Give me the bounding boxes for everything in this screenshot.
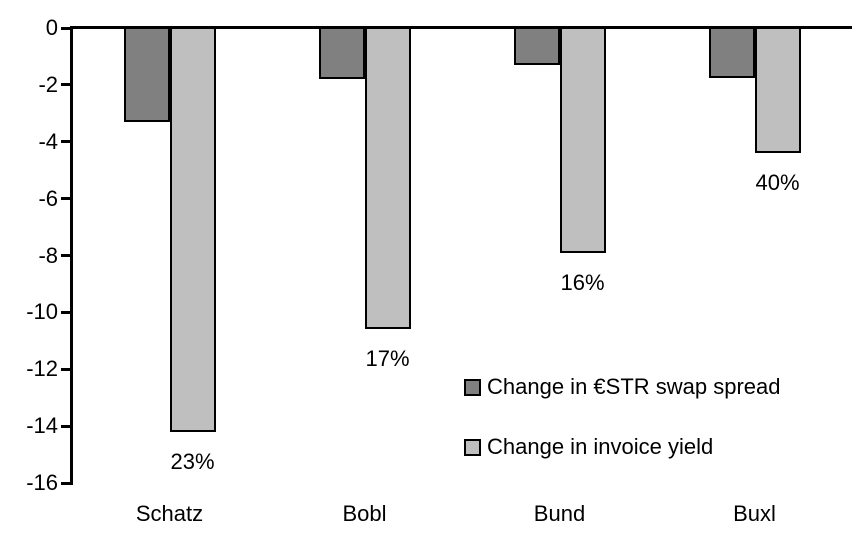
- y-tick-label: 0: [45, 15, 58, 40]
- y-tick-label: -2: [38, 71, 58, 97]
- y-tick-label: -10: [26, 299, 58, 325]
- y-tick-label: -6: [38, 185, 58, 211]
- bar-change-in-invoice-yield-bobl: [364, 26, 411, 330]
- x-tick-label-bund: Bund: [533, 501, 586, 526]
- value-label-buxl: 40%: [755, 170, 800, 196]
- x-tick-label-buxl: Buxl: [733, 501, 776, 526]
- legend-label-invoice-yield: Change in invoice yield: [487, 434, 714, 459]
- bar-change-in-invoice-yield-buxl: [754, 26, 801, 154]
- bar-change-in-invoice-yield-bund: [559, 26, 606, 253]
- y-tick-mark: [61, 254, 70, 257]
- x-tick-label-bobl: Bobl: [342, 501, 387, 526]
- y-tick-mark: [61, 140, 70, 144]
- x-tick-label-schatz: Schatz: [135, 501, 204, 526]
- y-tick-mark: [61, 83, 70, 87]
- value-label-bund: 16%: [560, 269, 605, 295]
- bar-change-in-invoice-yield-schatz: [169, 26, 216, 432]
- chart-legend: Change in €STR swap spread Change in inv…: [464, 374, 781, 494]
- y-tick-mark: [61, 197, 70, 201]
- x-axis-zero-line: [70, 26, 852, 29]
- legend-swatch-invoice-yield: [464, 438, 481, 456]
- y-axis: [70, 26, 73, 485]
- bar-change-in-str-swap-spread-buxl: [708, 26, 755, 78]
- y-tick-label: -8: [38, 242, 58, 268]
- y-tick-label: -4: [38, 128, 58, 154]
- value-label-bobl: 17%: [365, 346, 410, 372]
- value-label-schatz: 23%: [170, 448, 215, 474]
- y-tick-mark: [61, 26, 70, 30]
- y-tick-mark: [61, 481, 70, 485]
- legend-item-invoice-yield: Change in invoice yield: [464, 434, 781, 460]
- y-tick-label: -12: [26, 356, 58, 382]
- legend-item-swap-spread: Change in €STR swap spread: [464, 374, 781, 400]
- bar-change-in-str-swap-spread-schatz: [123, 26, 170, 122]
- bar-change-in-str-swap-spread-bobl: [318, 26, 365, 80]
- legend-label-swap-spread: Change in €STR swap spread: [487, 374, 781, 399]
- y-tick-label: -16: [26, 470, 58, 495]
- y-tick-mark: [61, 424, 70, 428]
- y-tick-mark: [61, 367, 70, 371]
- y-tick-label: -14: [26, 413, 58, 439]
- y-tick-mark: [61, 310, 70, 314]
- legend-swatch-swap-spread: [464, 378, 481, 396]
- bar-change-in-str-swap-spread-bund: [513, 26, 560, 65]
